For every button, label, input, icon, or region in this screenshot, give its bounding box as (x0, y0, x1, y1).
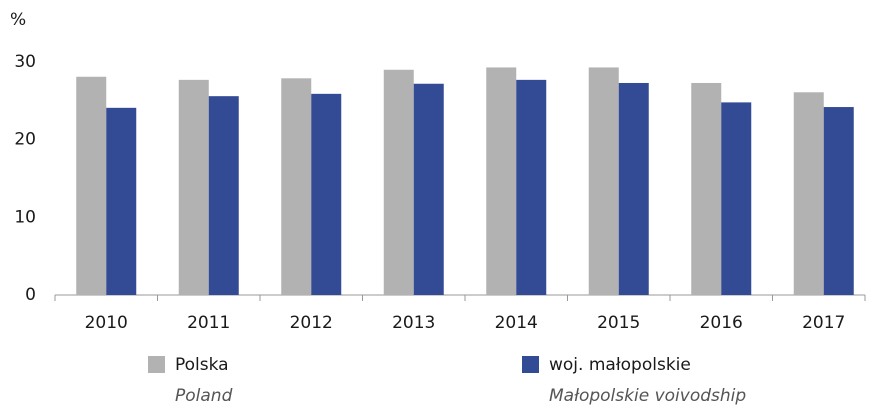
y-tick-label: 20 (14, 130, 36, 150)
y-tick-label: 30 (14, 52, 36, 72)
bar (486, 67, 517, 295)
bar (178, 79, 209, 295)
legend-label: Polska (175, 355, 229, 375)
legend-swatch (522, 356, 539, 373)
x-tick-label: 2014 (495, 313, 538, 333)
x-tick-label: 2013 (392, 313, 435, 333)
y-tick-label: 0 (25, 285, 36, 305)
x-tick-label: 2015 (597, 313, 640, 333)
bar (691, 82, 722, 295)
x-tick-label: 2011 (187, 313, 230, 333)
bar (106, 107, 137, 295)
legend-swatch (148, 356, 165, 373)
bar (208, 96, 239, 295)
bar (721, 102, 752, 296)
bar (588, 67, 619, 295)
bar (618, 82, 649, 295)
bar (413, 83, 444, 295)
x-tick-label: 2017 (802, 313, 845, 333)
legend-sublabel: Poland (175, 386, 233, 406)
bar (823, 107, 854, 296)
x-tick-label: 2016 (700, 313, 743, 333)
bar (516, 79, 547, 295)
y-tick-label: 10 (14, 207, 36, 227)
bar (793, 92, 824, 295)
y-axis-label: % (10, 10, 26, 30)
legend-sublabel: Małopolskie voivodship (549, 386, 746, 406)
bar (76, 76, 107, 295)
bar (383, 69, 414, 296)
legend-label: woj. małopolskie (549, 355, 691, 375)
x-tick-label: 2012 (290, 313, 333, 333)
x-tick-label: 2010 (85, 313, 128, 333)
bar (311, 93, 342, 296)
bar (281, 78, 312, 295)
